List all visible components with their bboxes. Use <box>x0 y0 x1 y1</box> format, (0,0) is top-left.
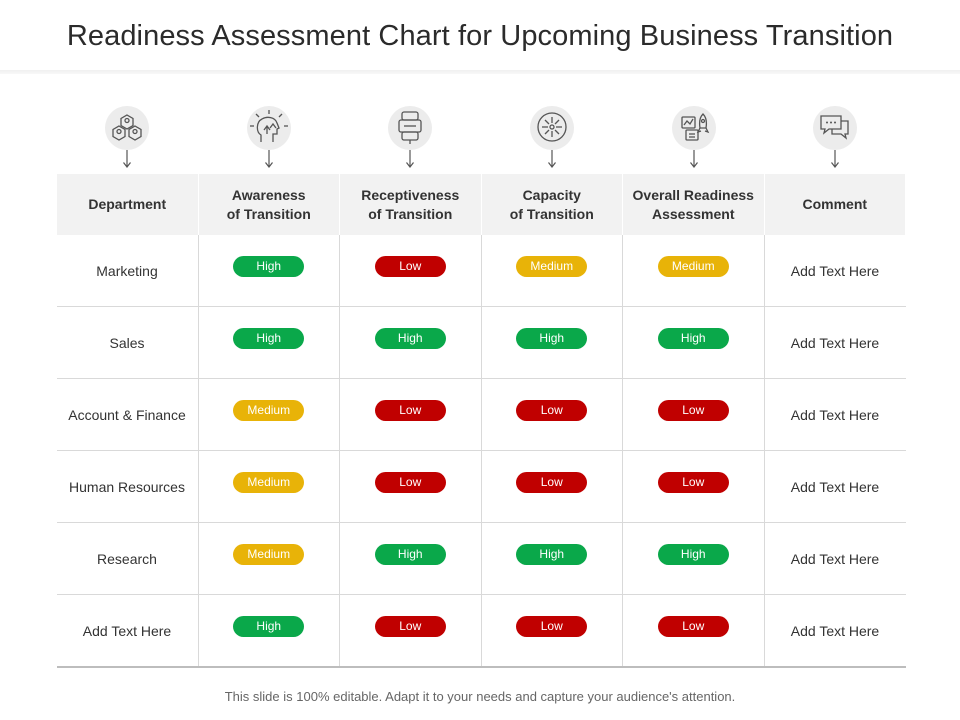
comment-cell: Add Text Here <box>763 378 906 451</box>
rating-badge: Medium <box>516 256 588 277</box>
readiness-table: Department Awareness of Transition Recept… <box>56 174 906 668</box>
rating-badge: Low <box>374 616 446 637</box>
table-header-row: Department Awareness of Transition Recept… <box>56 174 906 235</box>
awareness-cell: High <box>197 306 340 379</box>
receptiveness-cell: Low <box>339 450 481 523</box>
rating-badge: High <box>516 328 588 349</box>
capacity-cell: Low <box>480 594 623 668</box>
rating-badge: Low <box>516 616 588 637</box>
overall-cell: Low <box>622 594 764 668</box>
rating-badge: Medium <box>657 256 729 277</box>
department-cell: Human Resources <box>56 450 198 523</box>
rating-badge: Medium <box>233 544 305 565</box>
rating-badge: Low <box>657 616 729 637</box>
awareness-cell: Medium <box>197 378 340 451</box>
capacity-cell: Low <box>480 378 623 451</box>
table-row: Human Resources Medium Low Low Low Add Text H… <box>56 450 906 523</box>
header-department: Department <box>56 174 199 235</box>
comment-cell: Add Text Here <box>763 594 906 668</box>
capacity-cell: Medium <box>480 235 623 307</box>
title-divider <box>0 70 960 74</box>
department-cell: Marketing <box>56 235 198 307</box>
header-receptiveness: Receptiveness of Transition <box>339 174 482 235</box>
overall-cell: Low <box>622 450 764 523</box>
capacity-cell: High <box>480 306 623 379</box>
readiness-icon <box>623 106 765 172</box>
rating-badge: High <box>374 328 446 349</box>
overall-cell: Low <box>622 378 764 451</box>
receptiveness-icon <box>339 106 481 172</box>
rating-badge: Low <box>516 400 588 421</box>
awareness-cell: Medium <box>197 522 340 595</box>
department-cell: Research <box>56 522 198 595</box>
capacity-cell: High <box>480 522 623 595</box>
rating-badge: High <box>233 256 305 277</box>
rating-badge: Low <box>657 400 729 421</box>
footer-note: This slide is 100% editable. Adapt it to… <box>224 689 736 704</box>
table-row: Sales High High High High Add Text Here <box>56 306 906 379</box>
column-icon-row <box>56 106 906 172</box>
capacity-cell: Low <box>480 450 623 523</box>
awareness-cell: Medium <box>197 450 340 523</box>
rating-badge: High <box>657 328 729 349</box>
header-capacity: Capacity of Transition <box>480 174 623 235</box>
comment-cell: Add Text Here <box>763 235 906 307</box>
rating-badge: Low <box>657 472 729 493</box>
comment-cell: Add Text Here <box>763 450 906 523</box>
rating-badge: Low <box>374 472 446 493</box>
table-row: Account & Finance Medium Low Low Low Add Text… <box>56 378 906 451</box>
awareness-icon <box>198 106 340 172</box>
overall-cell: High <box>622 306 764 379</box>
rating-badge: High <box>657 544 729 565</box>
rating-badge: Medium <box>233 472 305 493</box>
rating-badge: Low <box>374 400 446 421</box>
receptiveness-cell: Low <box>339 378 481 451</box>
header-overall-readiness: Overall Readiness Assessment <box>622 174 765 235</box>
rating-badge: High <box>233 616 305 637</box>
comment-cell: Add Text Here <box>763 306 906 379</box>
receptiveness-cell: Low <box>339 235 481 307</box>
department-icon <box>56 106 198 172</box>
receptiveness-cell: High <box>339 306 481 379</box>
rating-badge: High <box>516 544 588 565</box>
table-row: Marketing High Low Medium Medium Add Text Her… <box>56 235 906 307</box>
department-cell: Sales <box>56 306 198 379</box>
department-cell: Account & Finance <box>56 378 198 451</box>
receptiveness-cell: High <box>339 522 481 595</box>
rating-badge: Medium <box>233 400 305 421</box>
comment-cell: Add Text Here <box>763 522 906 595</box>
receptiveness-cell: Low <box>339 594 481 668</box>
department-cell: Add Text Here <box>56 594 198 668</box>
header-awareness: Awareness of Transition <box>197 174 340 235</box>
overall-cell: High <box>622 522 764 595</box>
rating-badge: High <box>233 328 305 349</box>
awareness-cell: High <box>197 235 340 307</box>
rating-badge: High <box>374 544 446 565</box>
table-row: Research Medium High High High Add Text Here <box>56 522 906 595</box>
page-title: Readiness Assessment Chart for Upcoming … <box>66 20 894 52</box>
comment-icon <box>764 106 906 172</box>
rating-badge: Low <box>374 256 446 277</box>
overall-cell: Medium <box>622 235 764 307</box>
table-row: Add Text Here High Low Low Low Add Text Here <box>56 594 906 668</box>
header-comment: Comment <box>763 174 906 235</box>
capacity-icon <box>481 106 623 172</box>
awareness-cell: High <box>197 594 340 668</box>
rating-badge: Low <box>516 472 588 493</box>
